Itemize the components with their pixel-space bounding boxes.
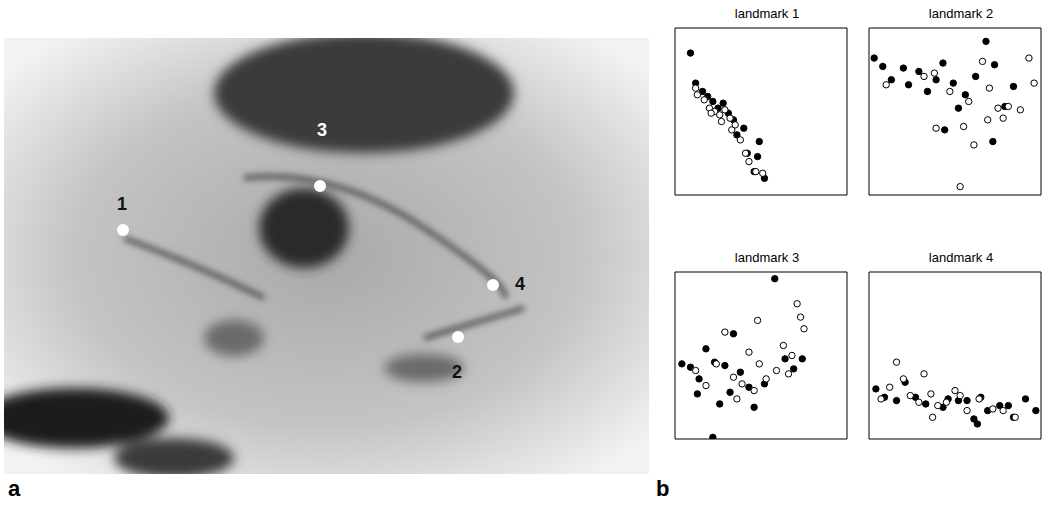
html-text:landmark 1: landmark 1 — [734, 6, 800, 21]
html-text:b: b — [656, 476, 670, 501]
html-text:landmark 4: landmark 4 — [928, 250, 994, 265]
svg-text:1: 1 — [117, 194, 127, 214]
html-text:landmark 3: landmark 3 — [734, 250, 800, 265]
svg-text:2: 2 — [452, 362, 462, 382]
svg-text:4: 4 — [515, 274, 525, 294]
html-text:a: a — [8, 476, 21, 501]
html-text:landmark 2: landmark 2 — [928, 6, 994, 21]
svg-text:3: 3 — [317, 120, 327, 140]
